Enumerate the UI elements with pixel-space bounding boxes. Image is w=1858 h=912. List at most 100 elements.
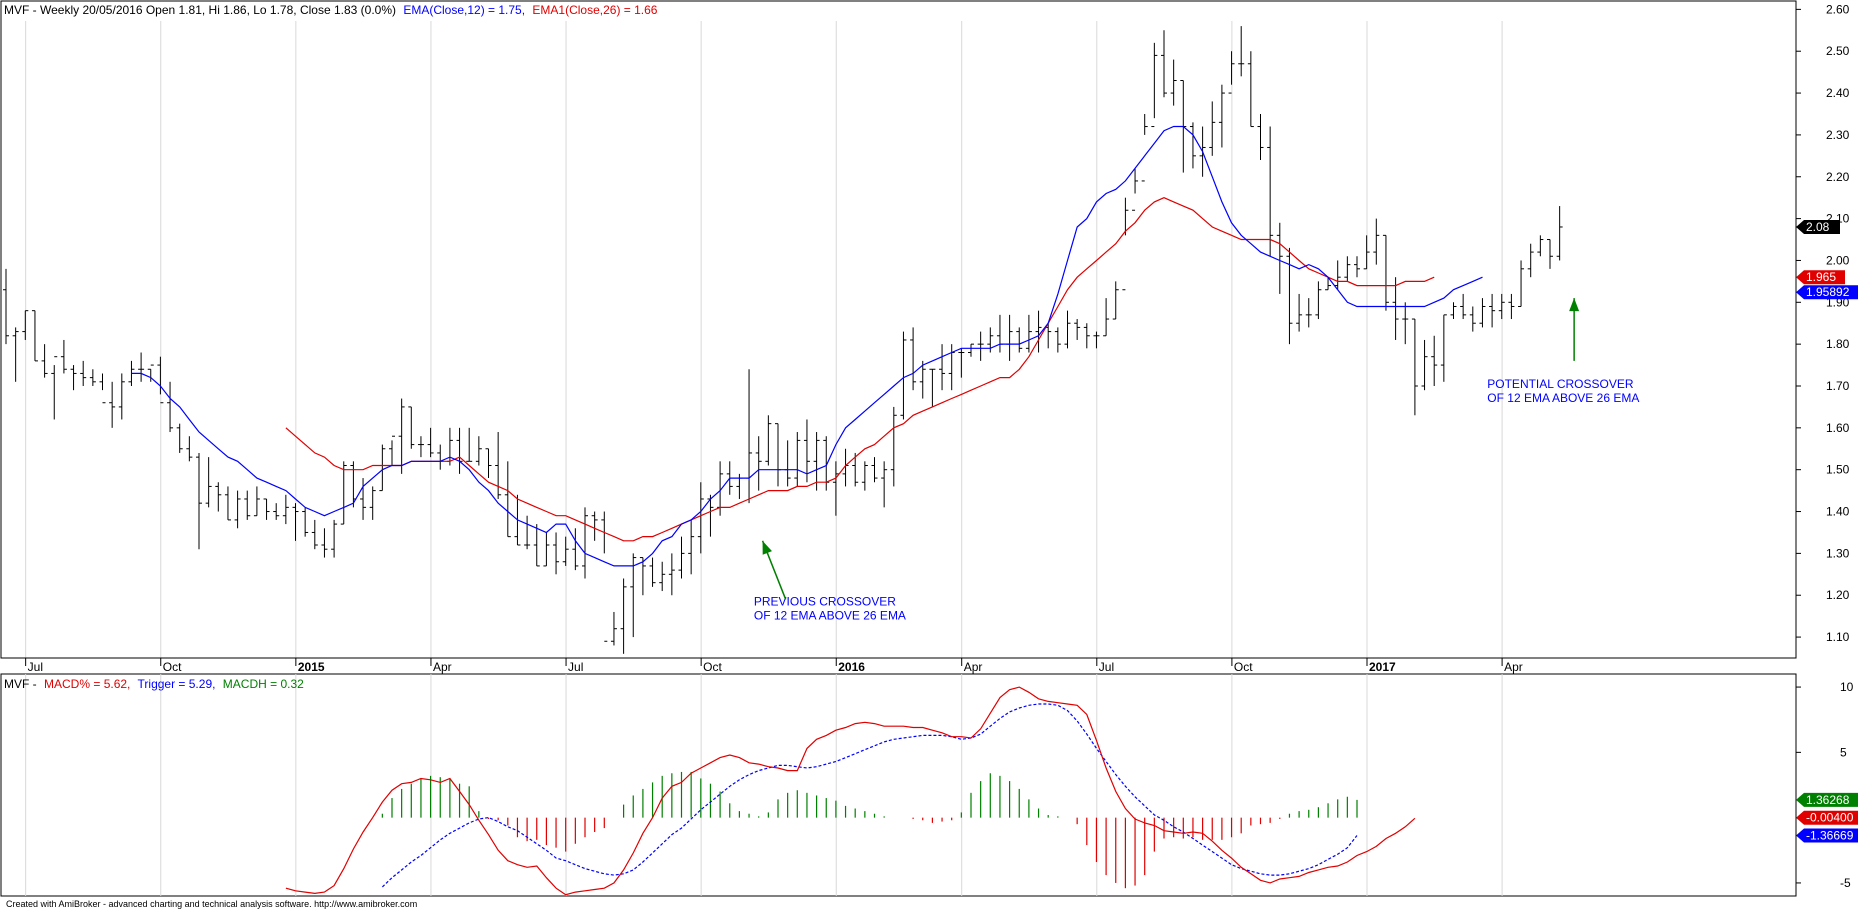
ohlc-bar [1305,298,1312,328]
ohlc-bar [890,406,897,487]
ohlc-bar [639,557,646,596]
ohlc-bar [1132,168,1139,211]
ohlc-bar [89,369,96,386]
price-value-badge: 1.965 [1796,270,1845,285]
ohlc-bar [369,486,376,520]
price-y-axis: 1.101.201.301.401.501.601.701.801.902.00… [1796,2,1850,644]
annotation-text: OF 12 EMA ABOVE 26 EMA [754,609,906,623]
ohlc-bar [1479,298,1486,328]
ohlc-bar [659,561,666,592]
ohlc-bar [41,344,48,378]
ohlc-bar [852,452,859,487]
x-tick-label: Oct [163,660,182,674]
ohlc-bar [485,448,492,479]
ohlc-bar [70,365,77,391]
ohlc-bar [1257,113,1264,161]
ohlc-bar [543,532,550,567]
ohlc-bar [389,435,395,466]
ohlc-bar [60,339,67,374]
ohlc-bar [582,507,588,579]
macd-header: MVF - MACD% = 5.62, Trigger = 5.29, MACD… [4,677,304,691]
x-tick-label: Apr [1504,660,1523,674]
x-tick-label: Jul [568,660,583,674]
price-header-ema26: EMA1(Close,26) = 1.66 [532,3,657,17]
ohlc-bar [900,331,907,420]
ohlc-bar [205,457,212,508]
ohlc-bar [803,419,810,483]
ohlc-bar [157,356,164,404]
ohlc-bar [408,406,415,449]
macd-pane: -5 5 10 1.36268 -0.00400 -1.36669 MVF - MACD… [0,673,1858,897]
ohlc-bar [1498,293,1505,320]
ohlc-bar [340,461,347,525]
ohlc-bar [1170,59,1177,106]
ohlc-bar [3,268,9,345]
ohlc-bar [22,310,29,340]
ohlc-bar [311,519,318,550]
ohlc-bar [263,498,270,520]
ohlc-bar [118,373,125,420]
ohlc-bar [958,348,965,378]
annotation-arrowhead [1569,298,1580,312]
x-tick-label: Jul [1099,660,1114,674]
ohlc-bar [196,452,202,550]
ohlc-bar [697,482,704,554]
price-y-tick-label: 1.60 [1826,421,1850,435]
ohlc-bar [1228,51,1235,94]
price-y-tick-label: 2.30 [1826,128,1850,142]
ohlc-bar [1469,306,1476,332]
ohlc-bar [1325,277,1332,291]
ohlc-bar [1354,256,1360,278]
ohlc-bar [919,360,926,399]
ohlc-bar [1093,331,1100,349]
ohlc-bar [417,436,424,458]
ohlc-bar [331,519,338,558]
ohlc-bar [1103,298,1110,337]
ohlc-bar [1016,327,1023,353]
ohlc-bar [186,436,193,462]
ohlc-bar [147,364,154,382]
x-tick-label: Apr [433,660,452,674]
ohlc-bar [475,436,482,466]
ohlc-bar [1556,206,1563,261]
ohlc-bar [910,327,917,391]
macd-value-badges: 1.36268 -0.00400 -1.36669 [1796,792,1858,843]
ohlc-bar [553,532,560,575]
price-value-badge: 2.08 [1796,219,1840,234]
ohlc-bar [109,381,116,428]
ohlc-bar [302,507,309,537]
macd-y-tick-label: 10 [1840,680,1854,694]
ohlc-bar [495,432,502,499]
ohlc-bar [1382,234,1389,311]
ohlc-bar [1112,281,1119,320]
ohlc-bar [1489,293,1496,328]
ohlc-bar [1218,84,1225,148]
ohlc-bar [765,415,772,466]
time-x-axis: Jul Oct 2015 Apr Jul Oct 2016 Apr Jul Oct 2017 Apr [1,657,1796,674]
ohlc-bar [1440,314,1447,382]
ohlc-bar [398,398,405,474]
ohlc-bar [1315,281,1322,320]
price-y-tick-label: 2.00 [1826,253,1850,267]
svg-text:1.36268: 1.36268 [1806,793,1850,807]
ohlc-bar [1209,101,1216,156]
svg-text:1.95892: 1.95892 [1806,285,1850,299]
price-y-tick-label: 2.50 [1826,44,1850,58]
ohlc-bar [176,423,183,453]
ohlc-bar [649,557,656,587]
ohlc-bar [1344,256,1351,282]
macd-header-prefix: MVF - [4,677,37,691]
ohlc-bar [292,503,299,541]
ohlc-bar [427,427,434,458]
annotation-text: PREVIOUS CROSSOVER [754,595,896,609]
ohlc-bar [968,343,974,357]
ohlc-bar [1064,310,1071,349]
price-header: MVF - Weekly 20/05/2016 Open 1.81, Hi 1.… [4,3,658,17]
ohlc-bar [1460,293,1467,320]
macd-line [285,686,1416,896]
annotation-text: POTENTIAL CROSSOVER [1487,377,1634,391]
x-tick-label: Oct [703,660,722,674]
